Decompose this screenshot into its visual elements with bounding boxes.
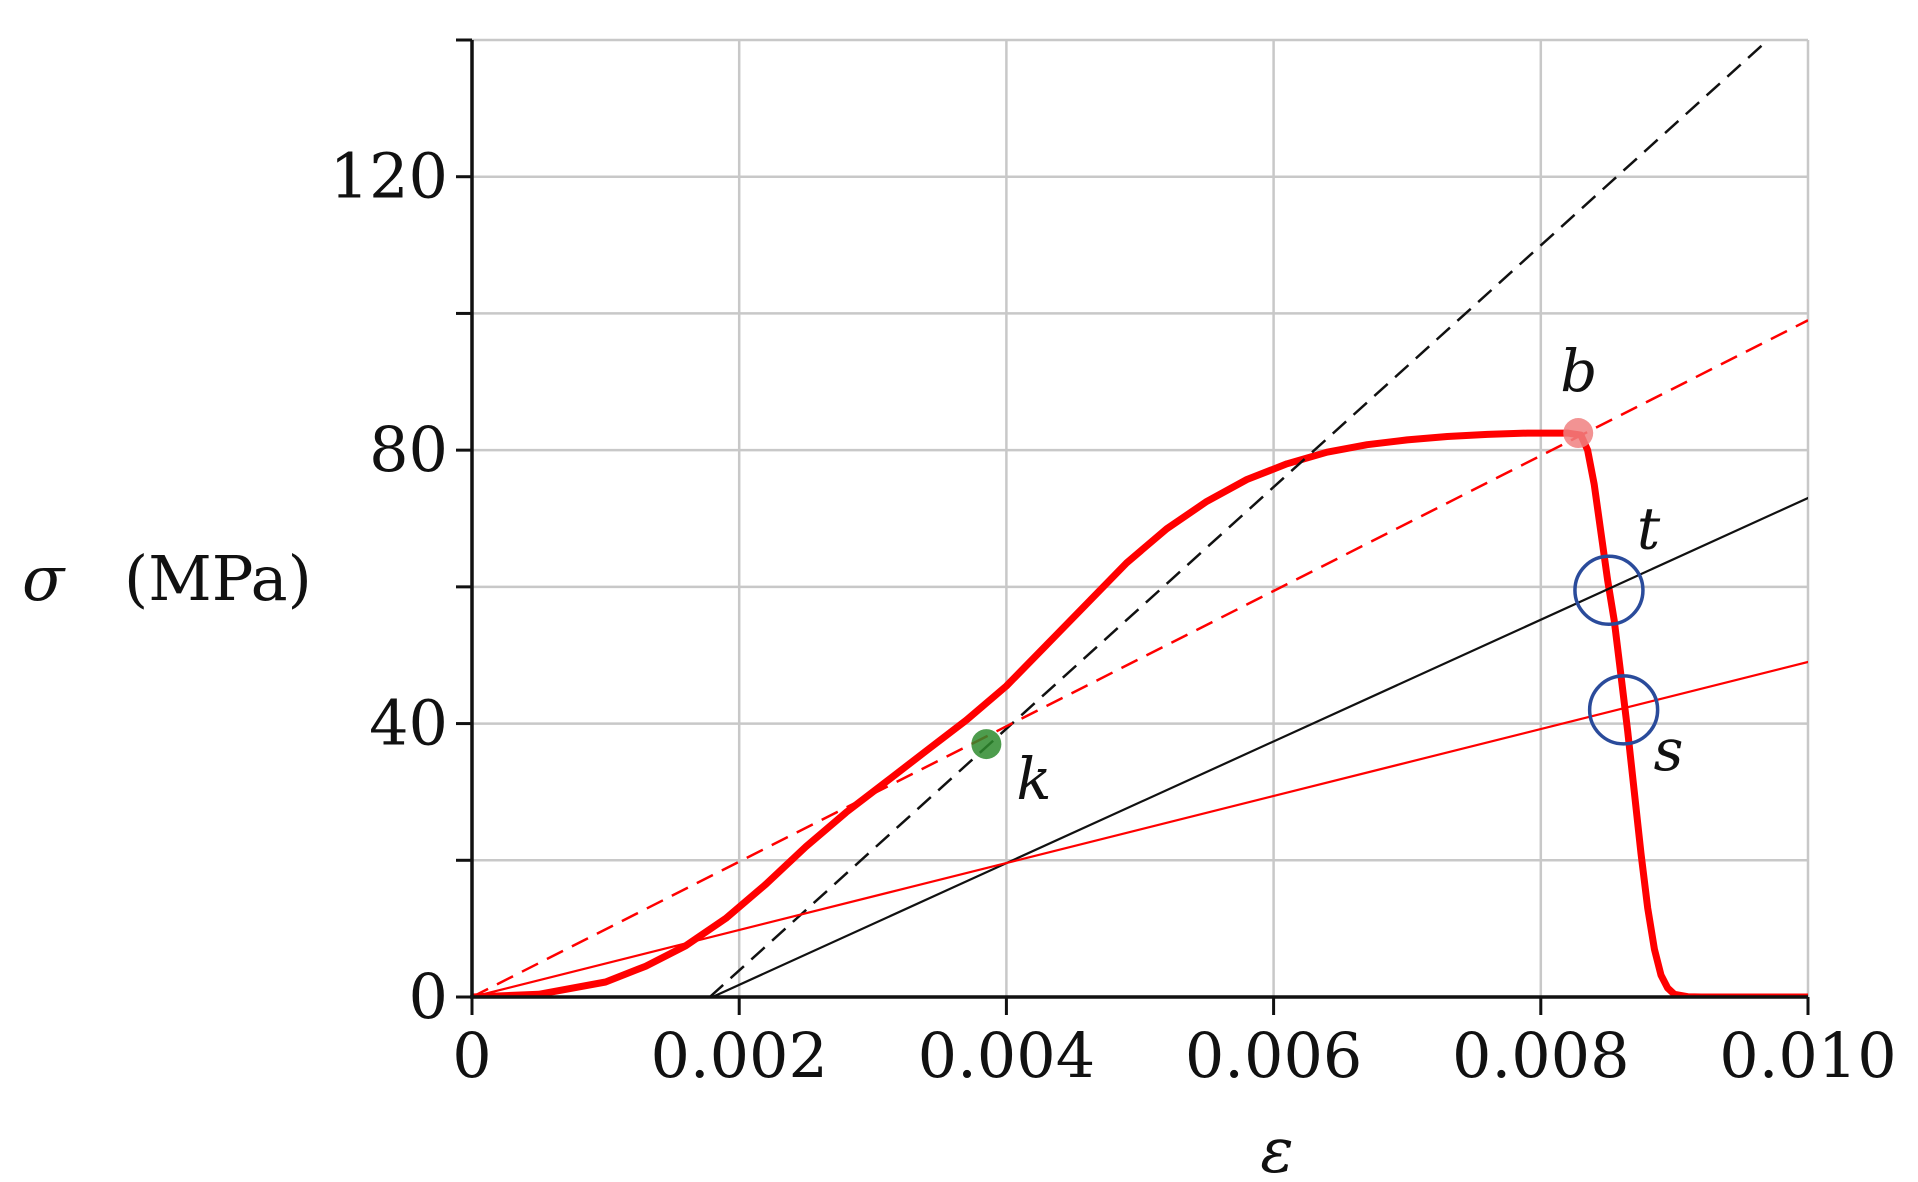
y-tick-label: 120 [330, 140, 448, 213]
series-layer [472, 40, 1808, 997]
x-tick-label: 0 [452, 1019, 491, 1092]
y-axis-unit: (MPa) [124, 542, 312, 615]
annotations: b k t s [971, 337, 1683, 813]
x-tick-label: 0.008 [1452, 1019, 1630, 1092]
dashed-reference-line [472, 319, 1808, 997]
y-axis-symbol: σ [22, 542, 66, 615]
y-tick-label: 0 [409, 960, 448, 1033]
point-circle-s [1587, 674, 1660, 746]
grid [472, 38, 1810, 997]
x-tick-label: 0.004 [918, 1019, 1096, 1092]
x-tick-label: 0.010 [1719, 1019, 1897, 1092]
y-tick-label: 40 [369, 687, 448, 760]
point-label-k: k [1016, 745, 1051, 813]
tick-labels: 0 40 80 120 0 0.002 0.004 0.006 0.008 0.010 [330, 140, 1897, 1092]
axes [456, 38, 1810, 1015]
y-axis-title: σ (MPa) [22, 542, 312, 615]
dashed-reference-line [708, 40, 1769, 997]
x-tick-label: 0.002 [650, 1019, 828, 1092]
solid-reference-line [472, 660, 1808, 997]
point-label-t: t [1637, 494, 1661, 562]
stress-strain-curve [472, 429, 1808, 997]
x-tick-label: 0.006 [1185, 1019, 1363, 1092]
x-axis-title: ε [1260, 1114, 1293, 1182]
solid-reference-line [711, 496, 1808, 997]
point-marker-b [1563, 418, 1594, 449]
point-label-s: s [1654, 716, 1684, 784]
point-label-b: b [1560, 337, 1597, 405]
point-circle-t [1573, 554, 1645, 627]
point-marker-k [971, 729, 1002, 760]
y-tick-label: 80 [369, 413, 448, 486]
